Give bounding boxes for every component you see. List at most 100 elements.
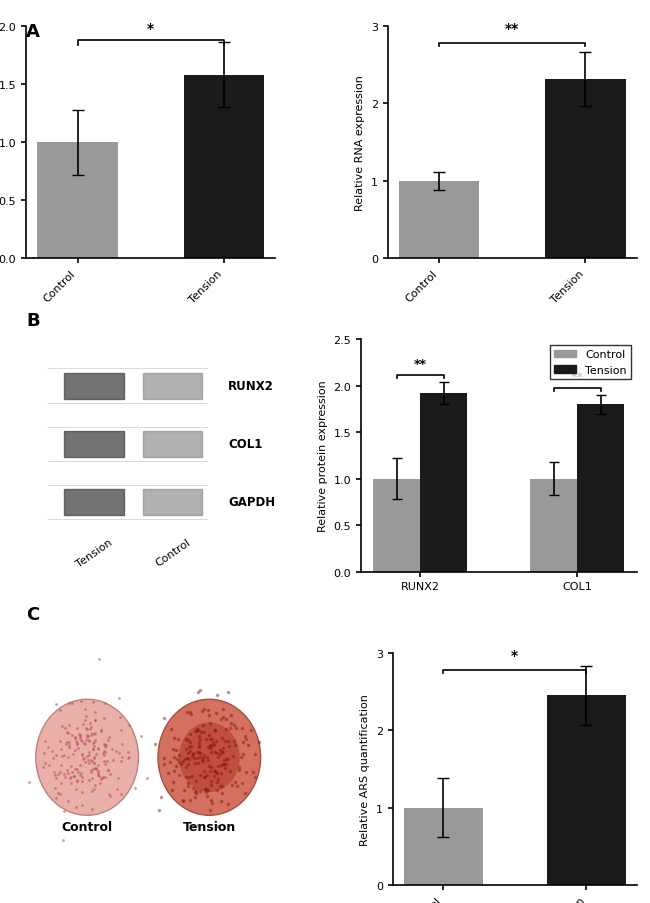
Point xyxy=(96,771,107,786)
Point xyxy=(211,746,222,760)
Point xyxy=(191,774,202,788)
Point xyxy=(89,756,99,770)
Point xyxy=(82,730,92,744)
Point xyxy=(181,732,191,747)
Point xyxy=(79,738,90,752)
Point xyxy=(216,787,227,801)
Point xyxy=(102,754,112,768)
Bar xyxy=(547,695,626,885)
Point xyxy=(207,731,217,746)
Point xyxy=(57,749,67,763)
Point xyxy=(66,776,77,790)
Point xyxy=(66,759,77,773)
Y-axis label: Relative RNA expression: Relative RNA expression xyxy=(355,75,365,211)
Point xyxy=(90,777,101,792)
Point xyxy=(86,763,96,777)
Point xyxy=(229,734,240,749)
Point xyxy=(60,721,70,735)
Point xyxy=(246,723,257,738)
Point xyxy=(191,787,202,801)
Point xyxy=(58,833,68,847)
Text: C: C xyxy=(26,605,39,623)
Point xyxy=(51,771,61,786)
Point xyxy=(96,724,106,739)
Point xyxy=(211,705,222,720)
Bar xyxy=(37,143,118,259)
Point xyxy=(66,765,77,779)
Point xyxy=(222,734,233,749)
Point xyxy=(199,764,209,778)
Point xyxy=(88,736,98,750)
Point xyxy=(227,749,238,763)
Point xyxy=(177,794,188,808)
Point xyxy=(205,738,216,752)
Point xyxy=(60,770,70,785)
Point xyxy=(182,705,192,720)
Point xyxy=(86,753,96,768)
Point xyxy=(87,726,98,740)
Point xyxy=(227,777,237,792)
Point xyxy=(221,722,231,737)
Point xyxy=(236,749,246,764)
Point xyxy=(64,738,74,752)
Point xyxy=(63,766,73,780)
Point xyxy=(153,803,164,817)
Point xyxy=(209,738,219,752)
Point xyxy=(90,712,100,727)
Point xyxy=(216,766,226,780)
Bar xyxy=(421,394,467,572)
Point xyxy=(205,764,215,778)
Point xyxy=(202,731,212,746)
Point xyxy=(123,745,133,759)
Point xyxy=(206,777,216,792)
Point xyxy=(77,748,87,762)
Point xyxy=(88,742,98,757)
Point xyxy=(92,764,103,778)
Point xyxy=(72,737,82,751)
Point xyxy=(112,782,122,796)
Point xyxy=(192,745,202,759)
Point xyxy=(62,762,72,777)
Bar xyxy=(183,76,264,259)
Point xyxy=(82,728,92,742)
Point xyxy=(241,732,252,747)
Point xyxy=(215,748,226,762)
Point xyxy=(226,716,236,731)
Point xyxy=(24,776,34,790)
Point xyxy=(183,747,193,761)
Point xyxy=(116,787,126,801)
Point xyxy=(191,783,202,797)
Point xyxy=(94,768,104,783)
Point xyxy=(70,730,80,744)
Bar xyxy=(143,489,202,515)
Point xyxy=(81,709,91,723)
Point xyxy=(159,712,170,726)
Point xyxy=(191,751,202,766)
Point xyxy=(47,744,57,759)
Point xyxy=(89,735,99,749)
Point xyxy=(64,740,74,754)
Point xyxy=(70,743,81,758)
Point xyxy=(190,785,200,799)
Point xyxy=(124,749,134,764)
Bar xyxy=(143,432,202,457)
Point xyxy=(103,763,114,777)
Point xyxy=(183,776,193,790)
Point xyxy=(205,732,215,747)
Point xyxy=(79,750,89,765)
Point xyxy=(114,710,125,724)
Point xyxy=(58,749,69,763)
Point xyxy=(188,751,199,766)
Point xyxy=(100,740,110,754)
Point xyxy=(86,802,97,816)
Point xyxy=(70,731,80,745)
Point xyxy=(190,757,200,771)
Point xyxy=(209,768,220,783)
Point xyxy=(179,783,190,797)
Point xyxy=(107,742,118,757)
Point xyxy=(49,768,60,782)
Point xyxy=(90,733,100,748)
Point xyxy=(71,800,81,815)
Point xyxy=(203,703,213,718)
Point xyxy=(107,753,118,768)
